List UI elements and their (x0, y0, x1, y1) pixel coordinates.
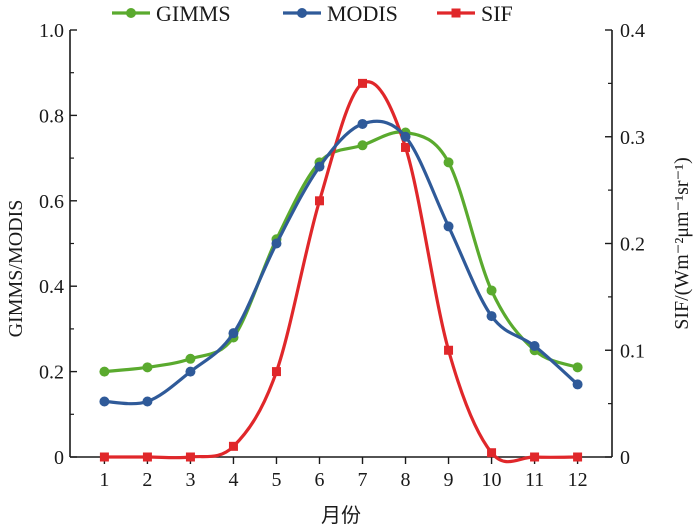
sif-point-9 (444, 345, 454, 355)
legend-sif-label: SIF (481, 1, 513, 26)
y-right-tick-label: 0 (620, 447, 630, 469)
modis-point-10 (486, 311, 497, 322)
gimms-point-10 (486, 285, 497, 296)
x-tick-label: 2 (142, 469, 152, 491)
gimms-point-1 (99, 366, 110, 377)
legend-modis-label: MODIS (327, 1, 398, 26)
modis-point-2 (142, 396, 153, 407)
sif-point-10 (487, 448, 497, 458)
x-tick-label: 12 (568, 469, 588, 491)
y-axis-left-title: GIMMS/MODIS (5, 200, 27, 338)
x-tick-label: 10 (482, 469, 502, 491)
modis-point-7 (357, 118, 368, 129)
sif-point-11 (530, 452, 540, 462)
x-tick-label: 9 (444, 469, 454, 491)
gimms-point-7 (357, 140, 368, 151)
sif-point-7 (358, 78, 368, 88)
y-axis-right-title: SIF/(Wm⁻²μm⁻¹sr⁻¹) (671, 157, 693, 330)
modis-point-5 (271, 238, 282, 249)
modis-point-4 (228, 328, 239, 339)
y-right-tick-label: 0.3 (620, 127, 645, 149)
legend-gimms-marker (126, 8, 136, 18)
gimms-point-12 (572, 362, 583, 373)
y-left-tick-label: 0 (54, 447, 64, 469)
y-right-tick-label: 0.4 (620, 20, 645, 42)
sif-point-12 (573, 452, 583, 462)
sif-point-2 (142, 452, 152, 462)
x-tick-label: 6 (314, 469, 324, 491)
sif-point-8 (401, 142, 411, 152)
legend-modis-marker (297, 8, 307, 18)
legend-sif-marker (451, 8, 461, 18)
modis-point-3 (185, 366, 196, 377)
gimms-series-line (102, 130, 580, 374)
sif-point-1 (99, 452, 109, 462)
x-tick-label: 11 (525, 469, 544, 491)
gimms-point-3 (185, 353, 196, 364)
sif-point-4 (228, 441, 238, 451)
x-tick-label: 1 (99, 469, 109, 491)
gimms-point-9 (443, 157, 454, 168)
x-axis-title: 月份 (321, 504, 361, 527)
y-left-tick-label: 0.8 (39, 105, 64, 127)
x-tick-label: 5 (271, 469, 281, 491)
y-left-tick-label: 0.2 (39, 362, 64, 384)
legend-gimms-label: GIMMS (156, 1, 231, 26)
x-tick-label: 3 (185, 469, 195, 491)
modis-point-1 (99, 396, 110, 407)
modis-point-6 (314, 161, 325, 172)
x-tick-label: 7 (358, 469, 368, 491)
x-tick-label: 8 (401, 469, 411, 491)
sif-point-5 (271, 367, 281, 377)
y-right-tick-label: 0.1 (620, 340, 645, 362)
modis-point-11 (529, 340, 540, 351)
modis-point-9 (443, 221, 454, 232)
sif-series-line (102, 80, 580, 464)
modis-point-12 (572, 379, 583, 390)
sif-point-6 (314, 196, 324, 206)
modis-point-8 (400, 131, 411, 142)
gimms-point-2 (142, 362, 153, 373)
y-right-tick-label: 0.2 (620, 234, 645, 256)
sif-point-3 (185, 452, 195, 462)
x-tick-label: 4 (228, 469, 238, 491)
y-left-tick-label: 0.6 (39, 191, 64, 213)
y-left-tick-label: 0.4 (39, 276, 64, 298)
y-left-tick-label: 1.0 (39, 20, 64, 42)
